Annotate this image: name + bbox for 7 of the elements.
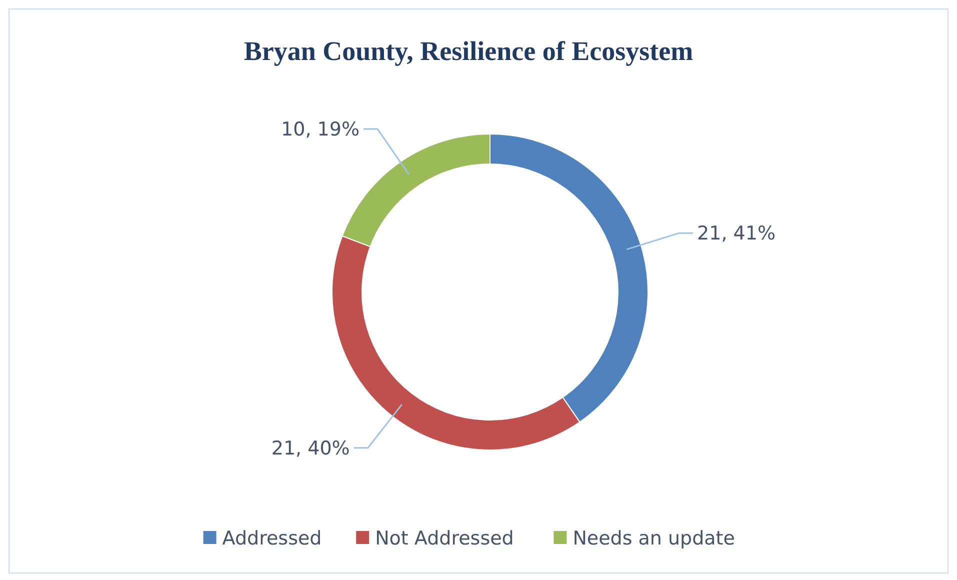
data-label: 21, 41% bbox=[697, 222, 776, 245]
chart-title: Bryan County, Resilience of Ecosystem bbox=[244, 36, 694, 66]
legend-label: Needs an update bbox=[572, 528, 735, 550]
data-label: 21, 40% bbox=[271, 438, 350, 460]
legend-label: Not Addressed bbox=[375, 528, 514, 550]
legend-label: Addressed bbox=[222, 528, 322, 550]
data-label: 10, 19% bbox=[281, 118, 360, 141]
